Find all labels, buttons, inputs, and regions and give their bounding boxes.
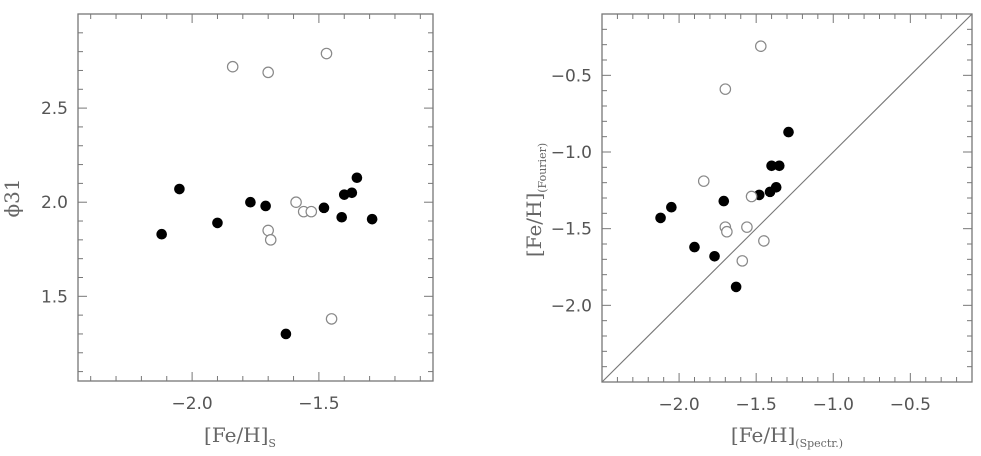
tick-labels-right: −2.0 −1.5 −1.0 −0.5 −2.0 −1.5 −1.0 −0.5 [551,66,931,415]
x-axis-label-right: [Fe/H](Spectr.) [731,423,843,450]
data-point-filled [351,172,363,184]
y-axis-label-right: [Fe/H](Fourier) [522,143,549,257]
data-point-open [325,313,338,325]
data-point-filled [318,202,330,214]
x-axis-label-left-sub: S [268,437,276,450]
data-point-open [226,60,239,73]
x-axis-label-left: [Fe/H]S [204,423,276,450]
data-point-open [736,255,749,267]
data-point-filled [212,217,223,229]
y-axis-label-left: ϕ31 [0,178,24,217]
x-axis-label-right-text: [Fe/H] [731,423,795,447]
data-point-filled [366,213,378,225]
data-point-filled [709,250,720,262]
data-point-open [697,175,710,187]
data-point-filled [655,212,666,224]
points-right [655,40,794,293]
y-tick-label: 2.0 [41,193,68,213]
data-point-open [754,40,767,52]
y-tick-label: −2.0 [551,296,592,316]
data-point-filled [718,195,730,207]
data-point-filled [156,228,167,240]
data-point-open [721,225,733,238]
x-axis-label-left-text: [Fe/H] [204,423,268,447]
data-point-filled [174,183,185,195]
data-point-open [264,234,277,246]
data-point-filled [280,328,292,340]
panel-right: −2.0 −1.5 −1.0 −0.5−2.0−1.5−1.0−0.5 [Fe/H](… [522,13,973,450]
y-tick-label: 1.5 [41,287,68,307]
x-tick-label: −2.0 [171,394,212,414]
x-tick-label: −2.0 [658,395,699,415]
data-point-filled [666,201,677,213]
panel-left: −2.0 −1.5 1.5 2.0 2.5 [Fe/H]S ϕ31 [0,13,434,450]
y-tick-label: 2.5 [41,99,68,119]
y-tick-label: −1.0 [551,143,592,163]
data-point-open [758,235,770,247]
data-point-open [719,83,732,95]
data-point-filled [245,196,256,208]
tick-labels-left: −2.0 −1.5 1.5 2.0 2.5 [41,99,340,414]
data-point-filled [260,200,271,212]
x-tick-label: −0.5 [890,395,931,415]
y-tick-label: −1.5 [551,220,592,240]
y-tick-label: −0.5 [551,66,592,86]
data-point-filled [730,281,742,293]
plot-frame-left [77,13,434,382]
y-axis-label-right-sub: (Fourier) [536,143,549,193]
x-axis-label-right-sub: (Spectr.) [795,437,843,450]
data-point-open [262,66,274,79]
data-point-filled [773,160,785,172]
points-left [156,47,378,340]
data-point-filled [770,181,782,193]
data-point-open [745,190,758,203]
x-tick-label: −1.0 [813,395,854,415]
data-point-filled [783,126,794,138]
x-tick-label: −1.5 [298,394,339,414]
data-point-filled [689,241,700,253]
data-point-open [320,47,333,60]
data-point-open [741,221,753,233]
data-point-filled [766,160,777,172]
ticks-right [601,13,973,383]
y-axis-label-right-text: [Fe/H] [522,193,546,257]
one-to-one-line [601,13,973,383]
data-point-filled [336,211,348,223]
data-point-open [305,205,318,218]
data-point-open [290,196,302,209]
x-tick-label: −1.5 [736,395,777,415]
data-point-filled [346,187,358,199]
ticks-left [78,13,433,381]
data-point-open [262,224,274,237]
